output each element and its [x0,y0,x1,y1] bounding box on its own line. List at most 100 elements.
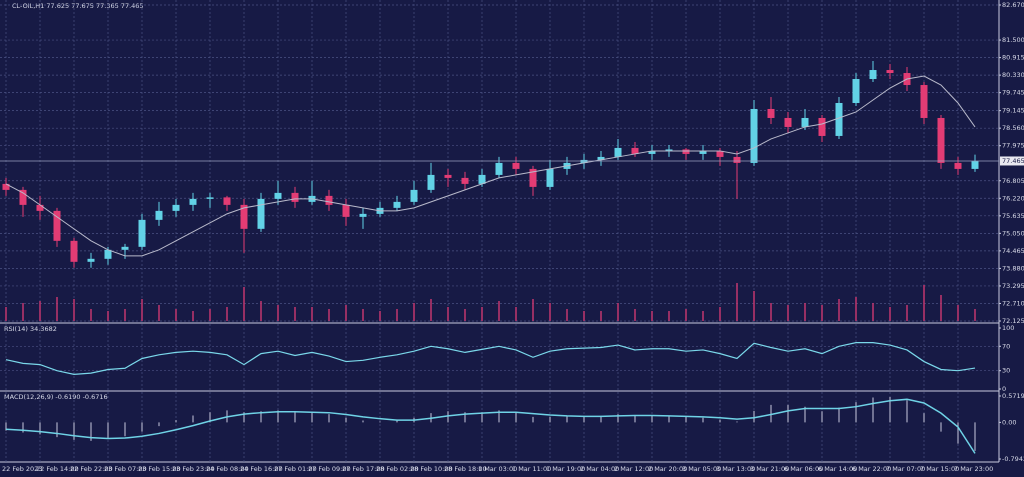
y-tick-label: 77.975 [1002,142,1024,150]
macd-signal [5,398,976,454]
x-tick-label: 1 Mar 11:00 [512,465,551,473]
candle-body [172,204,180,211]
candle-body [886,70,894,74]
x-tick-label: 2 Mar 12:00 [614,465,653,473]
candle-body [104,249,112,259]
x-tick-label: 1 Mar 03:00 [478,465,517,473]
candle-body [87,258,95,262]
x-tick-label: 7 Mar 23:00 [954,465,993,473]
candle-body [665,149,673,151]
y-tick-label: 70 [1002,342,1010,350]
candle-body [138,219,146,247]
candle-body [495,162,503,175]
candle-body [580,159,588,163]
candle-body [682,149,690,154]
candle-body [920,85,928,118]
y-tick-label: 76.220 [1002,194,1024,202]
candle-body [767,108,775,118]
x-tick-label: 23 Feb 23:00 [172,465,215,473]
y-tick-label: 73.295 [1002,282,1024,290]
candle-body [274,192,282,199]
x-tick-label: 1 Mar 19:00 [546,465,585,473]
candle-body [937,117,945,163]
y-tick-label: 79.745 [1002,89,1024,97]
candle-body [36,204,44,211]
candle-body [597,156,605,160]
x-tick-label: 24 Feb 16:00 [240,465,283,473]
x-tick-label: 23 Feb 07:00 [104,465,147,473]
candle-body [325,195,333,205]
candle-body [206,197,214,199]
x-tick-label: 6 Mar 06:00 [784,465,823,473]
x-tick-label: 23 Feb 15:00 [138,465,181,473]
candle-body [2,183,10,190]
candle-body [478,174,486,184]
candle-body [461,177,469,184]
candle-body [291,192,299,202]
y-tick-label: 78.560 [1002,124,1024,132]
x-tick-label: 24 Feb 08:00 [206,465,249,473]
candle-body [750,108,758,163]
x-tick-label: 7 Mar 15:00 [920,465,959,473]
candle-body [716,150,724,157]
y-tick-label: 79.145 [1002,107,1024,115]
candle-body [53,210,61,241]
candle-body [733,156,741,163]
y-tick-label: 74.465 [1002,247,1024,255]
y-tick-label: -0.7942 [1002,455,1024,463]
x-tick-label: 22 Feb 2023 [2,465,42,473]
last-price-box [1000,156,1024,166]
y-tick-label: 100 [1002,324,1014,332]
candle-body [529,168,537,187]
x-tick-label: 3 Mar 05:00 [682,465,721,473]
candle-body [954,162,962,169]
candle-body [393,201,401,208]
candle-body [121,246,129,250]
y-tick-label: 72.710 [1002,299,1024,307]
y-tick-label: 80.915 [1002,54,1024,62]
x-tick-label: 2 Mar 04:00 [580,465,619,473]
candle-body [648,150,656,154]
y-tick-label: 75.050 [1002,229,1024,237]
candle-body [835,102,843,136]
chart-title: CL-OIL,H1 77.625 77.675 77.365 77.465 [12,2,144,10]
y-tick-label: 0 [1002,385,1006,393]
candle-body [818,117,826,136]
y-tick-label: 76.805 [1002,177,1024,185]
x-tick-label: 2 Mar 20:00 [648,465,687,473]
x-tick-label: 27 Feb 17:00 [342,465,385,473]
candle-body [869,70,877,80]
x-tick-label: 22 Feb 14:00 [36,465,79,473]
y-tick-label: 0.00 [1002,418,1016,426]
candle-body [257,198,265,229]
last-price-label: 77.465 [1002,157,1024,165]
candle-body [410,189,418,202]
candle-body [70,240,78,262]
y-tick-label: 30 [1002,367,1010,375]
candle-body [546,168,554,187]
candle-body [512,162,520,169]
candle-body [19,189,27,205]
candle-body [240,204,248,229]
rsi-title: RSI(14) 34.3682 [4,325,57,333]
x-tick-label: 22 Feb 22:00 [70,465,113,473]
x-tick-label: 27 Feb 09:00 [308,465,351,473]
x-tick-label: 3 Mar 21:00 [750,465,789,473]
x-tick-label: 7 Mar 07:00 [886,465,925,473]
candle-body [699,150,707,154]
x-tick-label: 3 Mar 13:00 [716,465,755,473]
rsi-line [5,342,976,375]
candle-body [852,79,860,103]
x-tick-label: 28 Feb 10:00 [410,465,453,473]
x-tick-label: 6 Mar 14:00 [818,465,857,473]
candle-body [784,117,792,127]
candle-body [427,174,435,190]
candle-body [801,117,809,127]
y-tick-label: 72.125 [1002,317,1024,325]
candle-body [631,147,639,154]
x-tick-label: 27 Feb 01:00 [274,465,317,473]
y-tick-label: 80.330 [1002,71,1024,79]
y-tick-label: 73.880 [1002,264,1024,272]
